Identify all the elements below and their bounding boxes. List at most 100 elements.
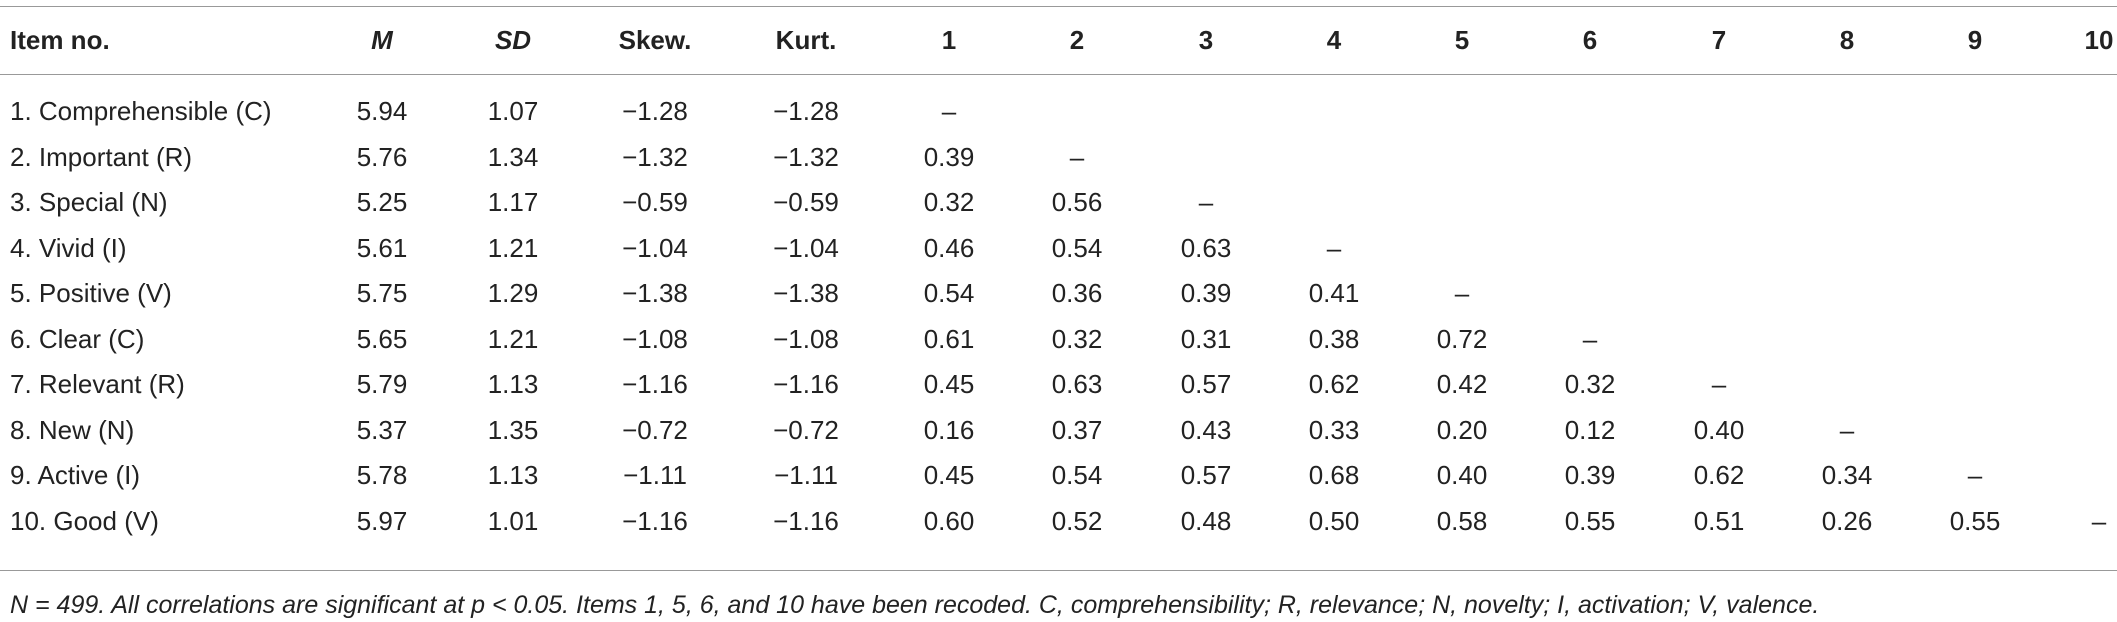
cell: 5.65 [356,323,408,354]
cell: – [1198,187,1214,217]
cell: −0.59 [622,187,688,217]
row-label: 7. Relevant (R) [10,369,185,399]
cell: 0.43 [1180,414,1232,445]
row-label: 10. Good (V) [10,505,159,536]
cell: 5.78 [356,460,408,490]
cell: −1.16 [622,369,688,399]
cell: 5.94 [356,96,408,126]
top-rule [0,6,2117,7]
cell: 0.37 [1051,414,1103,445]
cell: 1.29 [487,278,539,308]
cell: 5.61 [356,232,408,263]
cell: −1.16 [622,505,688,536]
cell: 0.62 [1693,460,1745,490]
header-cell: M [371,25,393,55]
cell: −0.72 [773,414,839,445]
cell: 0.32 [923,187,975,217]
cell: 0.26 [1821,505,1873,536]
cell: 1.01 [487,505,539,536]
cell: 0.41 [1308,278,1360,308]
cell: −1.08 [622,323,688,354]
cell: 0.63 [1051,369,1103,399]
cell: 0.16 [923,414,975,445]
header-rule [0,74,2117,75]
cell: – [1711,369,1727,399]
cell: – [1454,278,1470,308]
cell: 5.25 [356,187,408,217]
cell: 0.45 [923,460,975,490]
cell: 0.20 [1436,414,1488,445]
cell: 0.50 [1308,505,1360,536]
header-cell: 1 [941,25,957,55]
cell: 0.55 [1949,505,2001,536]
header-cell: 6 [1582,25,1598,55]
cell: −1.08 [773,323,839,354]
header-cell: 2 [1069,25,1085,55]
cell: 0.46 [923,232,975,263]
cell: 5.75 [356,278,408,308]
row-label: 8. New (N) [10,414,135,445]
cell: 0.72 [1436,323,1488,354]
header-cell: 10 [2084,25,2114,55]
cell: 0.31 [1180,323,1232,354]
cell: −1.38 [773,278,839,308]
cell: 0.42 [1436,369,1488,399]
header-cell: 8 [1839,25,1855,55]
header-cell: Item no. [10,25,110,55]
cell: −1.32 [622,141,688,172]
header-cell: 9 [1967,25,1983,55]
cell: 0.68 [1308,460,1360,490]
cell: 0.58 [1436,505,1488,536]
cell: −1.16 [773,369,839,399]
cell: −1.28 [773,96,839,126]
cell: −1.11 [623,460,687,490]
cell: 0.32 [1564,369,1616,399]
header-cell: Skew. [618,25,692,55]
cell: 0.56 [1051,187,1103,217]
cell: 0.39 [923,141,975,172]
row-label: 5. Positive (V) [10,278,172,308]
cell: 0.40 [1693,414,1745,445]
cell: −1.16 [773,505,839,536]
cell: 1.35 [487,414,539,445]
cell: 1.17 [487,187,539,217]
cell: 0.45 [923,369,975,399]
header-cell: Kurt. [775,25,837,55]
header-cell: 4 [1326,25,1342,55]
cell: 0.48 [1180,505,1232,536]
cell: 0.55 [1564,505,1616,536]
cell: −0.59 [773,187,839,217]
cell: 0.39 [1564,460,1616,490]
cell: −1.04 [773,232,839,263]
row-label: 9. Active (I) [10,460,141,490]
header-cell: 3 [1198,25,1214,55]
cell: 0.36 [1051,278,1103,308]
cell: 0.63 [1180,232,1232,263]
cell: 0.57 [1180,369,1232,399]
cell: 0.40 [1436,460,1488,490]
cell: 1.21 [487,323,539,354]
row-label: 2. Important (R) [10,141,193,172]
cell: – [2091,505,2107,536]
cell: 5.37 [356,414,408,445]
cell: 0.52 [1051,505,1103,536]
header-cell: 7 [1711,25,1727,55]
cell: 0.33 [1308,414,1360,445]
cell: 0.32 [1051,323,1103,354]
cell: 1.21 [487,232,539,263]
cell: – [1326,232,1342,263]
bottom-rule [0,570,2117,571]
cell: 0.61 [923,323,975,354]
cell: −1.38 [622,278,688,308]
cell: – [1582,323,1598,354]
cell: 1.13 [487,369,539,399]
cell: 1.13 [487,460,539,490]
header-cell: SD [494,25,532,55]
row-label: 4. Vivid (I) [10,232,127,263]
cell: 0.60 [923,505,975,536]
cell: 1.07 [487,96,539,126]
cell: 5.79 [356,369,408,399]
cell: 0.54 [1051,232,1103,263]
cell: 0.12 [1564,414,1616,445]
